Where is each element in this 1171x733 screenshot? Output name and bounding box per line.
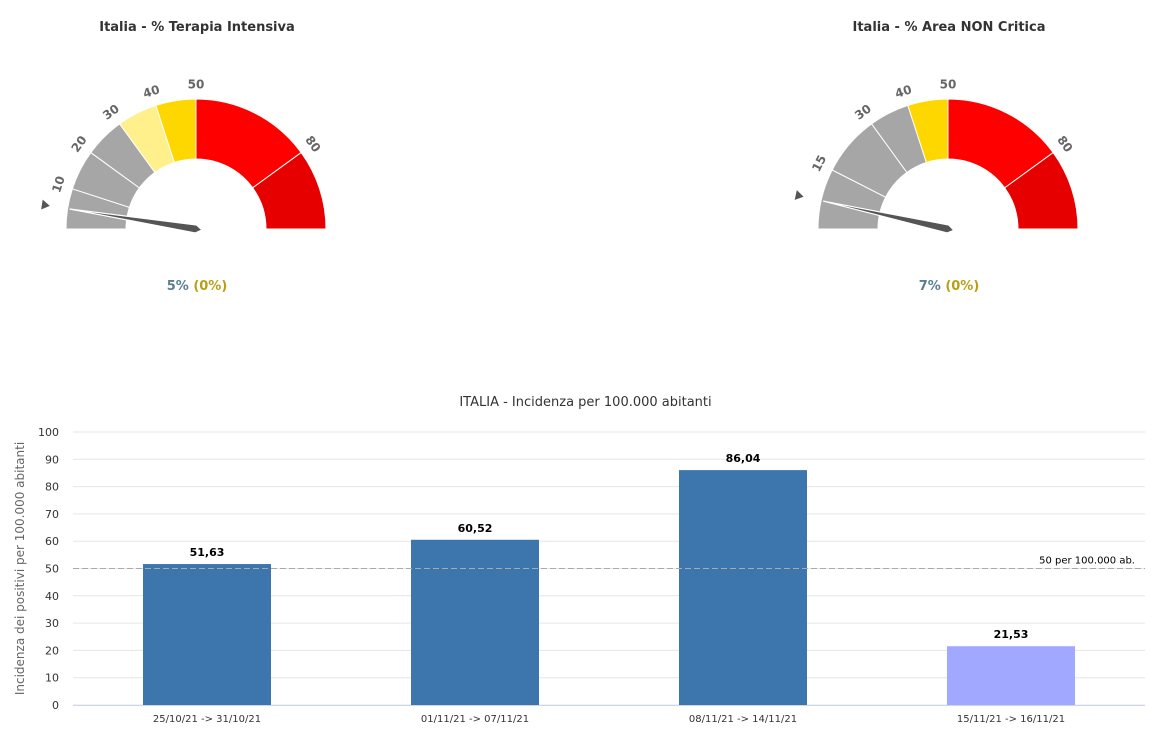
x-tick-label: 25/10/21 -> 31/10/21 [153,714,261,725]
gauge-1-value-label: 5% [166,279,189,294]
y-tick-label: 10 [45,672,59,685]
x-tick-label: 01/11/21 -> 07/11/21 [421,714,529,725]
gauge-2-tick-label: 30 [852,102,874,123]
gauge-1-tick-label: 30 [100,102,122,123]
y-tick-label: 30 [45,617,59,630]
bar [411,539,539,705]
gauge-2-tick-label: 40 [893,82,913,100]
x-tick-label: 08/11/21 -> 14/11/21 [689,714,797,725]
gauge-1-value: 5% (0%) [97,279,297,294]
bar-value-label: 86,04 [726,452,761,465]
y-tick-label: 80 [45,481,59,494]
y-tick-label: 40 [45,590,59,603]
gauge-1-tick-label: 40 [141,82,161,100]
y-tick-label: 0 [52,699,59,712]
y-tick-label: 70 [45,508,59,521]
gauge-1-tick-label: 20 [69,133,90,155]
bar [143,564,271,705]
bar-value-label: 21,53 [994,628,1029,641]
y-tick-label: 20 [45,644,59,657]
y-tick-label: 60 [45,535,59,548]
bar-value-label: 60,52 [458,522,493,535]
reference-line-label: 50 per 100.000 ab. [1039,556,1135,567]
gauge-1-band-6 [251,151,327,230]
gauge-1-delta-label: (0%) [193,279,228,294]
gauge-2-tick-label: 15 [809,153,829,174]
incidence-bar-chart: 0 10 20 30 40 50 60 70 80 90 100 Incidenza dei posi… [13,426,1145,725]
gauge-2-area-non-critica: 15 30 40 50 80 [794,78,1079,234]
x-tick-label: 15/11/21 -> 16/11/21 [957,714,1065,725]
gauge-2-band-5 [1003,151,1079,230]
y-tick-label: 90 [45,453,59,466]
gauge-2-title: Italia - % Area NON Critica [852,20,1046,35]
gauge-1-needle [69,208,203,234]
gauge-1-marker [41,199,50,210]
gauge-2-tick-label: 80 [1054,133,1075,155]
gauge-1-tick-label: 80 [302,133,323,155]
gauge-1-tick-label: 50 [188,78,205,92]
y-axis-label: Incidenza dei positivi per 100.000 abita… [13,442,27,695]
gauge-2-needle [822,200,955,234]
gauge-2-marker [794,190,804,200]
bar-value-label: 51,63 [190,546,225,559]
bar [947,646,1075,705]
gauge-1-title: Italia - % Terapia Intensiva [99,20,295,35]
bar-chart-title: ITALIA - Incidenza per 100.000 abitanti [459,395,712,410]
gauge-2-delta-label: (0%) [945,279,980,294]
y-tick-label: 50 [45,563,59,576]
gauge-1-tick-label: 10 [49,174,67,194]
gauge-2-value-label: 7% [918,279,941,294]
gauge-2-tick-label: 50 [940,78,957,92]
y-tick-label: 100 [38,426,59,439]
bar [679,470,807,705]
gauge-2-value: 7% (0%) [849,279,1049,294]
